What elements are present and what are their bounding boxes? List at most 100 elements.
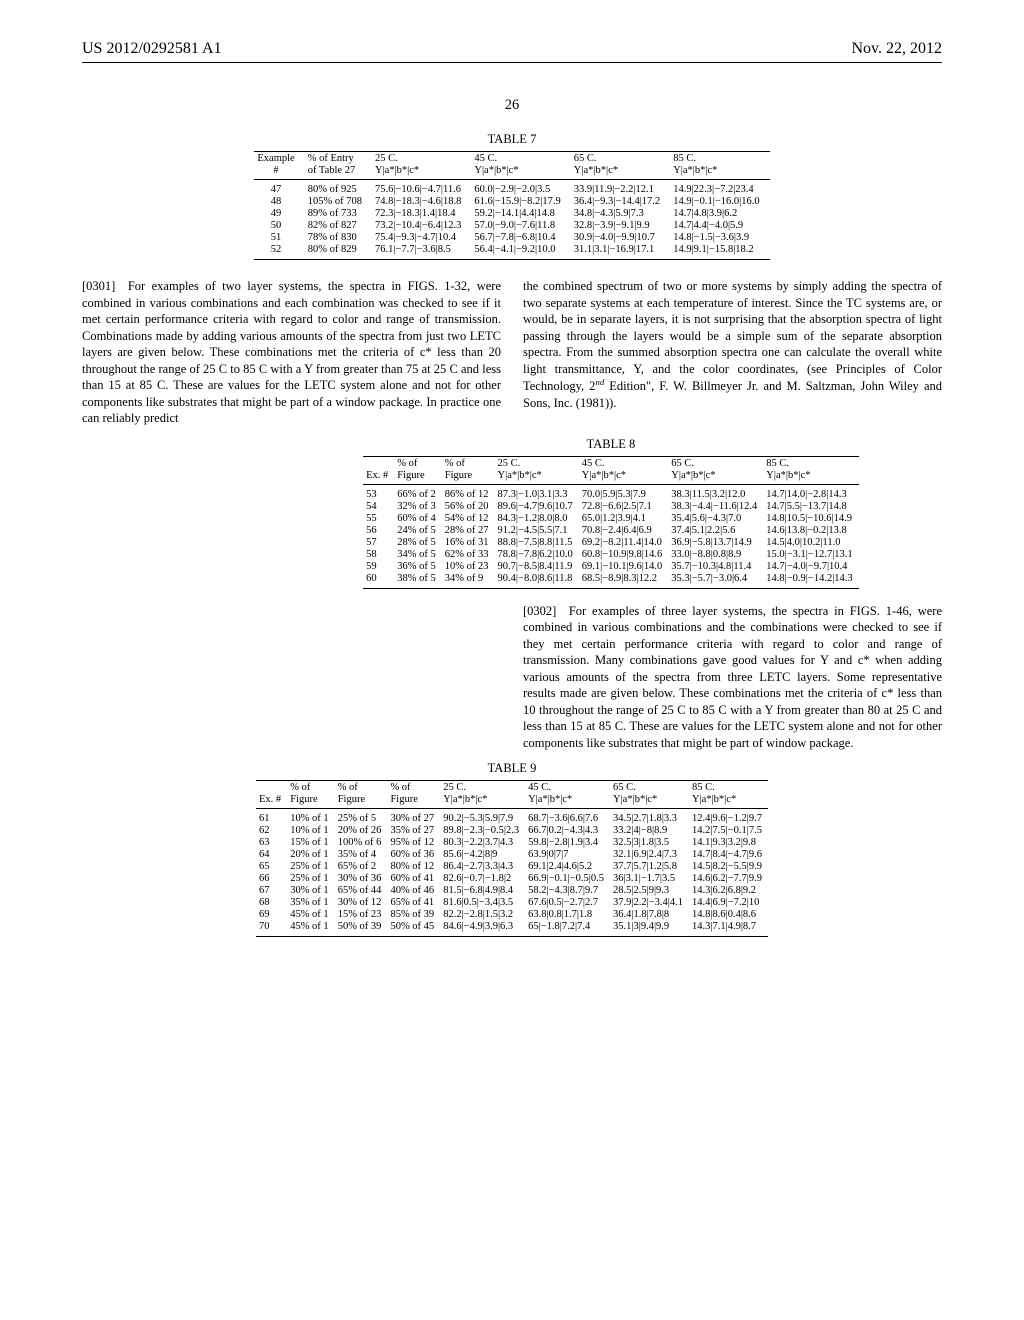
table-cell: 35.1|3|9.4|9.9	[610, 921, 689, 937]
table-cell: 36.4|−9.3|−14.4|17.2	[571, 196, 670, 208]
table-cell: 14.9|9.1|−15.8|18.2	[670, 244, 769, 260]
table-cell: 30% of 36	[335, 873, 388, 885]
publication-date: Nov. 22, 2012	[851, 40, 942, 58]
table-cell: 54% of 12	[442, 512, 495, 524]
table-cell: 37.7|5.7|1.2|5.8	[610, 861, 689, 873]
table-cell: 56% of 20	[442, 500, 495, 512]
t7-h1-4: 65 C.	[571, 152, 670, 165]
t9-h2-2: Figure	[335, 793, 388, 809]
table-cell: 14.5|4.0|10.2|11.0	[763, 536, 858, 548]
table-cell: 36% of 5	[394, 560, 442, 572]
table-cell: 89% of 733	[305, 208, 372, 220]
table-row: 6835% of 130% of 1265% of 4181.6|0.5|−3.…	[256, 897, 768, 909]
table-cell: 14.8|8.6|0.4|8.6	[689, 909, 768, 921]
table-cell: 62% of 33	[442, 548, 495, 560]
table-cell: 81.6|0.5|−3.4|3.5	[440, 897, 525, 909]
table-cell: 72.8|−6.6|2.5|7.1	[579, 500, 668, 512]
table-cell: 72.3|−18.3|1.4|18.4	[372, 208, 471, 220]
table-cell: 34% of 9	[442, 572, 495, 588]
table-row: 48105% of 70874.8|−18.3|−4.6|18.861.6|−1…	[254, 196, 769, 208]
para-0301-right: the combined spectrum of two or more sys…	[523, 278, 942, 427]
t7-h2-1: of Table 27	[305, 164, 372, 180]
table-cell: 63.9|0|7|7	[525, 849, 610, 861]
table-cell: 14.7|4.4|−4.0|5.9	[670, 220, 769, 232]
table-cell: 66.7|0.2|−4.3|4.3	[525, 825, 610, 837]
table-cell: 38% of 5	[394, 572, 442, 588]
t8-h2-6: Y|a*|b*|c*	[763, 469, 858, 485]
table-cell: 20% of 1	[287, 849, 335, 861]
table-cell: 14.7|8.4|−4.7|9.6	[689, 849, 768, 861]
table-cell: 66.9|−0.1|−0.5|0.5	[525, 873, 610, 885]
table-cell: 89.6|−4.7|9.6|10.7	[495, 500, 579, 512]
table-row: 5280% of 82976.1|−7.7|−3.6|8.556.4|−4.1|…	[254, 244, 769, 260]
t8-h1-4: 45 C.	[579, 456, 668, 469]
t9-h2-5: Y|a*|b*|c*	[525, 793, 610, 809]
t8-h2-1: Figure	[394, 469, 442, 485]
table-cell: 60.8|−10.9|9.8|14.6	[579, 548, 668, 560]
table-cell: 86% of 12	[442, 484, 495, 500]
t7-h1-0: Example	[254, 152, 304, 165]
t7-h1-2: 25 C.	[372, 152, 471, 165]
table-cell: 33.0|−8.8|0.8|8.9	[668, 548, 763, 560]
para-0302: [0302] For examples of three layer syste…	[523, 603, 942, 752]
table-row: 6210% of 120% of 2635% of 2789.8|−2.3|−0…	[256, 825, 768, 837]
table-cell: 36.9|−5.8|13.7|14.9	[668, 536, 763, 548]
t7-h2-5: Y|a*|b*|c*	[670, 164, 769, 180]
table-cell: 63.8|0.8|1.7|1.8	[525, 909, 610, 921]
t8-h2-5: Y|a*|b*|c*	[668, 469, 763, 485]
table-8-wrap: TABLE 8 % of % of 25 C. 45 C. 65 C. 85 C…	[82, 437, 942, 589]
table-cell: 57	[363, 536, 394, 548]
table-cell: 14.6|6.2|−7.7|9.9	[689, 873, 768, 885]
table-cell: 56.7|−7.8|−6.8|10.4	[471, 232, 570, 244]
t9-h1-1: % of	[287, 781, 335, 794]
page-header: US 2012/0292581 A1 Nov. 22, 2012	[82, 0, 942, 62]
table-row: 5560% of 454% of 1284.3|−1.2|8.0|8.065.0…	[363, 512, 859, 524]
table-cell: 14.7|14.0|−2.8|14.3	[763, 484, 858, 500]
t8-h1-6: 85 C.	[763, 456, 858, 469]
table-cell: 59	[363, 560, 394, 572]
table-cell: 70.0|5.9|5.3|7.9	[579, 484, 668, 500]
table-cell: 25% of 1	[287, 873, 335, 885]
table-cell: 58	[363, 548, 394, 560]
table-cell: 75.6|−10.6|−4.7|11.6	[372, 180, 471, 196]
table-cell: 63	[256, 837, 287, 849]
table-cell: 32.1|6.9|2.4|7.3	[610, 849, 689, 861]
table-cell: 45% of 1	[287, 921, 335, 937]
table-cell: 14.5|8.2|−5.5|9.9	[689, 861, 768, 873]
table-cell: 35% of 1	[287, 897, 335, 909]
table-cell: 74.8|−18.3|−4.6|18.8	[372, 196, 471, 208]
table-cell: 38.3|−4.4|−11.6|12.4	[668, 500, 763, 512]
table-row: 5082% of 82773.2|−10.4|−6.4|12.357.0|−9.…	[254, 220, 769, 232]
table-cell: 14.8|−0.9|−14.2|14.3	[763, 572, 858, 588]
superscript-nd: nd	[595, 377, 604, 387]
t8-h2-0: Ex. #	[363, 469, 394, 485]
table-cell: 32.5|3|1.8|3.5	[610, 837, 689, 849]
table-cell: 65|−1.8|7.2|7.4	[525, 921, 610, 937]
t9-h1-0	[256, 781, 287, 794]
table-cell: 30% of 1	[287, 885, 335, 897]
table-row: 6038% of 534% of 990.4|−8.0|8.6|11.868.5…	[363, 572, 859, 588]
table-cell: 70	[256, 921, 287, 937]
table-cell: 52	[254, 244, 304, 260]
table-cell: 64	[256, 849, 287, 861]
table-cell: 69.2|−8.2|11.4|14.0	[579, 536, 668, 548]
table-cell: 56	[363, 524, 394, 536]
table-cell: 91.2|−4.5|5.5|7.1	[495, 524, 579, 536]
para-0302-block: [0302] For examples of three layer syste…	[82, 603, 942, 752]
table-cell: 84.6|−4.9|3.9|6.3	[440, 921, 525, 937]
table-cell: 85% of 39	[387, 909, 440, 921]
table-cell: 82.2|−2.8|1.5|3.2	[440, 909, 525, 921]
t9-h2-7: Y|a*|b*|c*	[689, 793, 768, 809]
t8-h2-3: Y|a*|b*|c*	[495, 469, 579, 485]
table-row: 7045% of 150% of 3950% of 4584.6|−4.9|3.…	[256, 921, 768, 937]
table-cell: 10% of 23	[442, 560, 495, 572]
table-9-wrap: TABLE 9 % of % of % of 25 C. 45 C. 65 C.…	[82, 761, 942, 937]
table-cell: 50% of 45	[387, 921, 440, 937]
table-cell: 14.7|5.5|−13.7|14.8	[763, 500, 858, 512]
table-cell: 30.9|−4.0|−9.9|10.7	[571, 232, 670, 244]
table-cell: 60.0|−2.9|−2.0|3.5	[471, 180, 570, 196]
table-cell: 38.3|11.5|3.2|12.0	[668, 484, 763, 500]
table-cell: 100% of 6	[335, 837, 388, 849]
table-cell: 35% of 27	[387, 825, 440, 837]
table-row: 6525% of 165% of 280% of 1286.4|−2.7|3.3…	[256, 861, 768, 873]
